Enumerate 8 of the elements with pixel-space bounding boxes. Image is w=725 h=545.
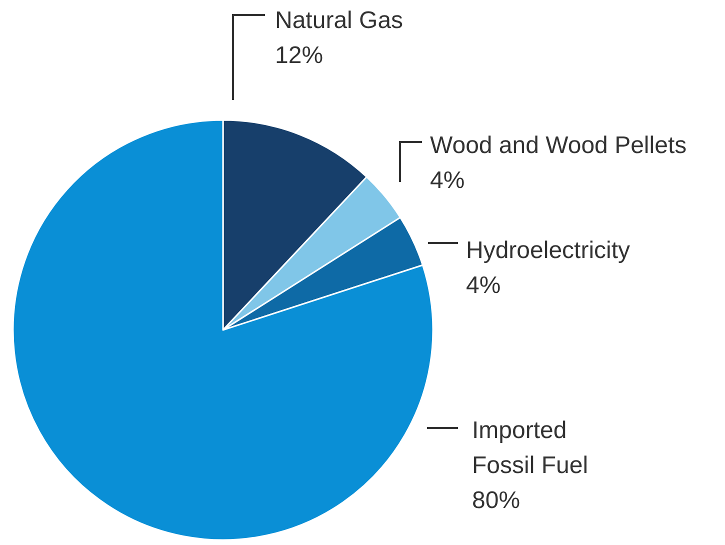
data-label: 80% [472, 487, 520, 514]
data-label: 4% [430, 167, 465, 194]
slice-label: Natural Gas [275, 7, 404, 34]
slice-label: Hydroelectricity [466, 237, 630, 264]
slice-label: Imported Fossil Fuel [472, 417, 588, 479]
data-label: 4% [466, 272, 501, 299]
slice-label: Wood and Wood Pellets [430, 132, 687, 159]
data-label: 12% [275, 42, 324, 69]
